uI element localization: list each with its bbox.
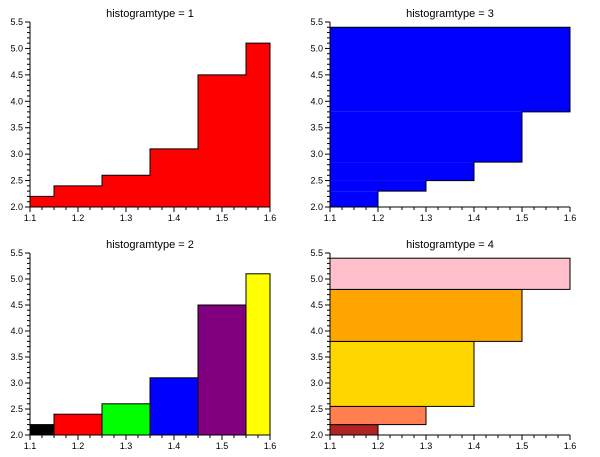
- y-tick-label: 3.5: [10, 352, 23, 362]
- x-tick-label: 1.3: [420, 213, 433, 223]
- y-tick-label: 5.5: [310, 17, 323, 27]
- chart-title: histogramtype = 2: [106, 239, 194, 251]
- histogram-panel-2: 1.1 1.2 1.3 1.4 1.5 1.6 2.0 2.5 3.0 3.5 4.0 4.5 5.0 5…: [310, 8, 576, 223]
- histogram-bar: [29, 424, 55, 436]
- y-tick-label: 2.5: [10, 176, 23, 186]
- y-tick-label: 3.5: [10, 123, 23, 133]
- y-tick-label: 3.0: [310, 149, 323, 159]
- y-tick-label: 4.0: [10, 96, 23, 106]
- chart-title: histogramtype = 3: [406, 8, 494, 20]
- x-tick-label: 1.4: [468, 441, 481, 451]
- y-tick-label: 5.5: [10, 248, 23, 258]
- histogram-bar: [329, 424, 379, 436]
- x-tick-label: 1.4: [168, 441, 181, 451]
- chart-title: histogramtype = 1: [106, 8, 194, 20]
- histogram-panel-1: 1.1 1.2 1.3 1.4 1.5 1.6 2.0 2.5 3.0 3.5 4.0 4.5 5.0 5…: [10, 8, 276, 223]
- y-tick-label: 5.5: [310, 248, 323, 258]
- x-tick-label: 1.2: [72, 213, 85, 223]
- x-tick-label: 1.6: [564, 441, 577, 451]
- y-tick-label: 4.0: [10, 326, 23, 336]
- y-tick-label: 2.0: [310, 202, 323, 212]
- y-tick-label: 4.5: [10, 70, 23, 80]
- y-tick-label: 3.5: [310, 352, 323, 362]
- x-tick-label: 1.6: [264, 213, 277, 223]
- x-tick-label: 1.5: [216, 441, 229, 451]
- chart-title: histogramtype = 4: [406, 239, 494, 251]
- histogram-bar: [245, 273, 271, 436]
- y-tick-label: 4.0: [310, 326, 323, 336]
- y-tick-label: 3.0: [10, 378, 23, 388]
- x-tick-label: 1.5: [516, 213, 529, 223]
- y-tick-label: 3.5: [310, 123, 323, 133]
- x-tick-label: 1.3: [120, 213, 133, 223]
- x-tick-label: 1.2: [72, 441, 85, 451]
- x-tick-label: 1.4: [168, 213, 181, 223]
- y-tick-label: 2.0: [10, 202, 23, 212]
- y-tick-label: 5.0: [10, 43, 23, 53]
- histogram-bar: [330, 59, 570, 112]
- histogram-outline: [29, 42, 271, 207]
- histogram-bar: [102, 175, 150, 207]
- x-tick-label: 1.3: [120, 441, 133, 451]
- y-tick-label: 5.0: [310, 43, 323, 53]
- y-tick-label: 4.0: [310, 96, 323, 106]
- y-tick-label: 3.0: [10, 149, 23, 159]
- x-tick-label: 1.1: [324, 441, 337, 451]
- histogram-panel-4: 1.1 1.2 1.3 1.4 1.5 1.6 2.0 2.5 3.0 3.5 4.0 4.5 5.0 5…: [310, 239, 576, 451]
- y-tick-label: 5.0: [10, 274, 23, 284]
- x-tick-label: 1.1: [324, 213, 337, 223]
- histogram-bar: [329, 288, 523, 342]
- histogram-bar: [150, 148, 198, 207]
- histogram-bar: [330, 180, 426, 192]
- x-tick-label: 1.3: [420, 441, 433, 451]
- histogram-bar: [329, 340, 475, 407]
- histogram-bar: [149, 377, 199, 436]
- histogram-outline: [330, 26, 571, 208]
- histogram-bar: [30, 196, 54, 207]
- x-tick-label: 1.1: [24, 213, 37, 223]
- histogram-bar: [330, 111, 522, 163]
- histogram-bar: [101, 403, 151, 436]
- y-tick-label: 3.0: [310, 378, 323, 388]
- x-tick-label: 1.5: [516, 441, 529, 451]
- y-tick-label: 2.5: [310, 404, 323, 414]
- y-tick-label: 5.5: [10, 17, 23, 27]
- y-tick-label: 4.5: [10, 300, 23, 310]
- x-tick-label: 1.4: [468, 213, 481, 223]
- x-tick-label: 1.5: [216, 213, 229, 223]
- x-tick-label: 1.1: [24, 441, 37, 451]
- x-tick-label: 1.2: [372, 213, 385, 223]
- histogram-bar: [246, 43, 270, 208]
- y-tick-label: 4.5: [310, 300, 323, 310]
- histogram-bar: [198, 74, 246, 207]
- x-tick-label: 1.2: [372, 441, 385, 451]
- histogram-bar: [330, 27, 570, 59]
- y-tick-label: 5.0: [310, 274, 323, 284]
- histogram-panel-3: 1.1 1.2 1.3 1.4 1.5 1.6 2.0 2.5 3.0 3.5 4.0 4.5 5.0 5…: [10, 239, 276, 451]
- histogram-bar: [330, 191, 378, 207]
- histogram-bar: [54, 185, 102, 207]
- x-tick-label: 1.6: [564, 213, 577, 223]
- y-tick-label: 2.5: [10, 404, 23, 414]
- y-tick-label: 2.0: [310, 430, 323, 440]
- y-tick-label: 2.5: [310, 176, 323, 186]
- y-tick-label: 4.5: [310, 70, 323, 80]
- histogram-bar: [329, 405, 427, 426]
- histogram-bar: [329, 257, 571, 290]
- x-tick-label: 1.6: [264, 441, 277, 451]
- histogram-bar: [197, 304, 247, 436]
- histogram-bar: [330, 162, 474, 181]
- y-tick-label: 2.0: [10, 430, 23, 440]
- histogram-bar: [53, 413, 103, 436]
